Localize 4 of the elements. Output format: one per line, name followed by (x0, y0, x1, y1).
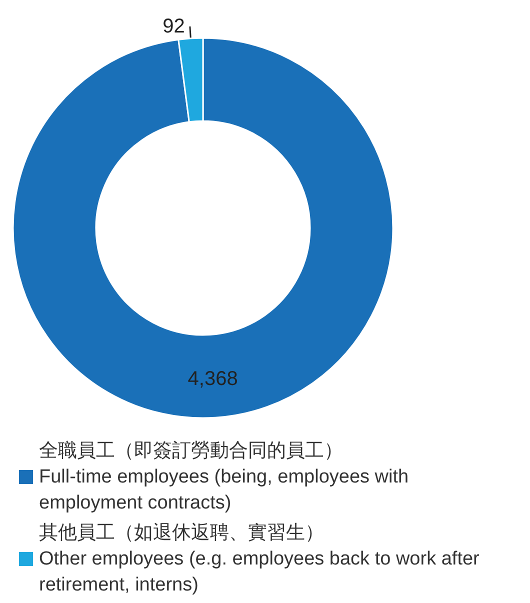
legend-label: 其他員工（如退休返聘、實習生） Other employees (e.g. employees back to work after retirement, interns) (39, 522, 485, 596)
data-label: 4,368 (188, 368, 238, 390)
data-label: 92 (162, 15, 185, 38)
legend-label: 全職員工（即簽訂勞動合同的員工） Full-time employees (being, employees with employment contracts) (39, 440, 414, 514)
